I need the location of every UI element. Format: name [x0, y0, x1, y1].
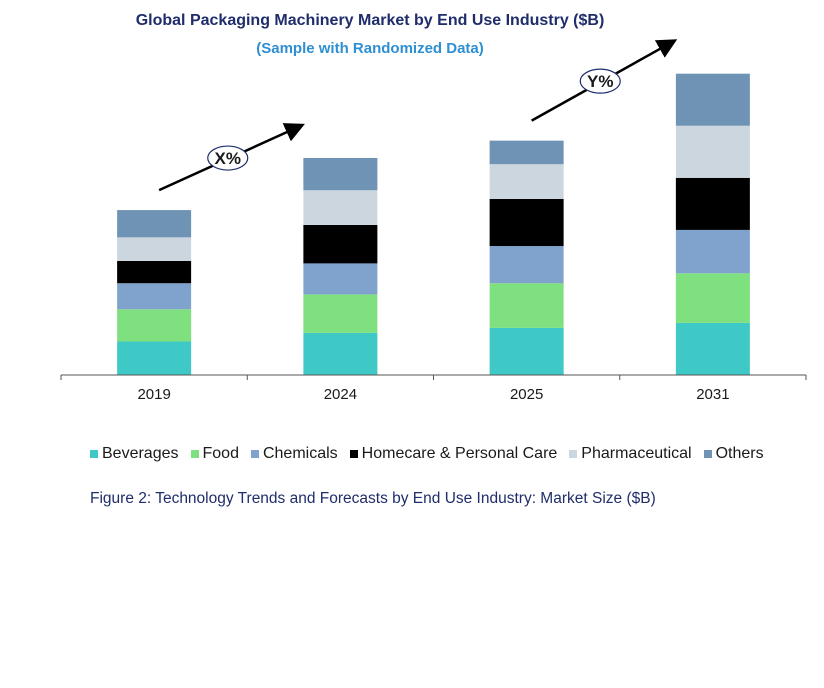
bar-food-2025	[489, 283, 564, 328]
legend-item: Beverages	[90, 445, 179, 463]
legend-label: Pharmaceutical	[581, 445, 692, 462]
legend-item: Homecare & Personal Care	[349, 445, 558, 463]
growth-label: Y%	[587, 72, 613, 91]
bar-others-2025	[489, 140, 564, 165]
x-tick-label: 2031	[696, 386, 729, 403]
legend-swatch	[90, 450, 98, 458]
bar-beverages-2025	[489, 327, 564, 375]
bar-homecare-personal-care-2024	[303, 224, 378, 264]
legend-label: Beverages	[102, 445, 179, 462]
x-tick-label: 2019	[137, 386, 170, 403]
stacked-bar-chart: 2019 2024 2025 2031 X% Y%	[60, 39, 807, 403]
legend-item: Chemicals	[250, 445, 338, 463]
bar-chemicals-2019	[117, 283, 192, 310]
legend-label: Chemicals	[262, 445, 338, 462]
bar-homecare-personal-care-2019	[117, 260, 192, 284]
bar-chemicals-2024	[303, 263, 378, 295]
x-tick-label: 2025	[510, 386, 543, 403]
bar-chemicals-2031	[675, 229, 750, 274]
chart-title: Global Packaging Machinery Market by End…	[135, 12, 605, 29]
bar-food-2019	[117, 309, 192, 342]
bar-others-2031	[675, 73, 750, 126]
bar-beverages-2019	[117, 341, 192, 375]
legend-label: Food	[202, 445, 239, 462]
legend-swatch	[349, 450, 358, 458]
bar-food-2031	[675, 273, 750, 323]
bar-homecare-personal-care-2025	[489, 198, 564, 247]
bar-pharmaceutical-2025	[489, 164, 564, 199]
legend-label: Others	[715, 445, 764, 462]
x-tick-label: 2024	[324, 386, 357, 403]
growth-label: X%	[215, 149, 241, 168]
legend-label: Homecare & Personal Care	[361, 445, 558, 462]
bar-pharmaceutical-2019	[117, 237, 192, 261]
bar-pharmaceutical-2031	[675, 125, 750, 178]
chart-legend: Beverages Food Chemicals Homecare & Persona…	[90, 445, 776, 463]
bar-food-2024	[303, 294, 378, 333]
growth-label-ellipse	[579, 68, 621, 94]
bar-others-2024	[303, 158, 378, 191]
bar-chemicals-2025	[489, 246, 564, 284]
legend-item: Others	[703, 445, 764, 463]
legend-item: Food	[190, 445, 239, 463]
legend-swatch	[703, 450, 712, 458]
figure-caption: Figure 2: Technology Trends and Forecast…	[90, 490, 656, 507]
legend-item: Pharmaceutical	[569, 445, 692, 463]
bar-beverages-2031	[675, 322, 750, 375]
bar-beverages-2024	[303, 332, 378, 375]
bar-others-2019	[117, 210, 192, 238]
chart-subtitle: (Sample with Randomized Data)	[256, 40, 484, 57]
legend-swatch	[569, 450, 578, 458]
legend-swatch	[250, 450, 259, 458]
bar-pharmaceutical-2024	[303, 190, 378, 225]
legend-swatch	[190, 450, 199, 458]
bar-homecare-personal-care-2031	[675, 177, 750, 230]
growth-label-ellipse	[207, 145, 249, 171]
